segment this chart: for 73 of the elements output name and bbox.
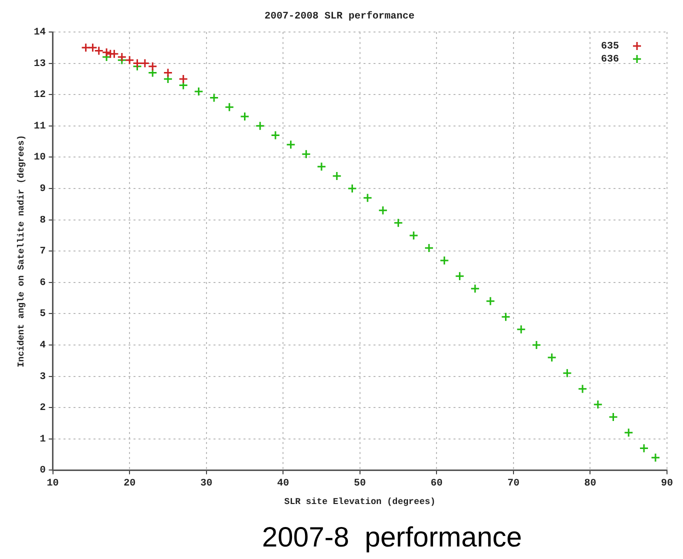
point <box>440 256 450 266</box>
point <box>501 312 511 322</box>
point <box>394 218 404 228</box>
point <box>650 452 660 462</box>
point <box>148 62 158 72</box>
y-tick-label: 7 <box>40 246 46 258</box>
y-tick-label: 5 <box>40 309 46 320</box>
point <box>194 86 204 96</box>
point <box>117 52 127 62</box>
y-tick-label: 3 <box>40 372 46 383</box>
point <box>301 149 311 159</box>
y-axis-title: Incident angle on Satellite nadir (degrees) <box>16 134 27 368</box>
point <box>470 284 480 294</box>
point <box>240 112 250 122</box>
chart-title: 2007-2008 SLR performance <box>264 10 415 23</box>
x-tick-label: 10 <box>46 478 59 490</box>
point <box>178 80 188 90</box>
x-tick-label: 20 <box>124 478 136 490</box>
point <box>424 243 434 253</box>
x-tick-label: 90 <box>660 478 674 490</box>
x-tick-label: 30 <box>200 478 212 490</box>
point <box>316 162 326 172</box>
point <box>486 296 496 306</box>
point <box>639 444 649 454</box>
point <box>547 352 557 362</box>
y-tick-label: 13 <box>34 58 46 70</box>
y-tick-label: 8 <box>40 215 46 226</box>
legend-label: 636 <box>600 54 619 66</box>
point <box>209 92 219 102</box>
point <box>347 184 357 194</box>
y-tick-label: 2 <box>40 403 46 414</box>
point <box>124 55 134 65</box>
y-tick-label: 6 <box>40 278 46 289</box>
point <box>608 412 618 422</box>
point <box>454 271 464 281</box>
point <box>148 68 158 78</box>
point <box>102 48 112 58</box>
point <box>140 58 150 68</box>
point <box>332 171 342 181</box>
y-tick-label: 12 <box>34 90 46 102</box>
y-tick-label: 14 <box>34 28 46 39</box>
text: 2007-8 performance <box>262 522 522 553</box>
point <box>224 102 234 112</box>
point <box>578 384 588 394</box>
y-tick-label: 11 <box>34 121 46 132</box>
point <box>163 74 173 84</box>
point <box>516 324 526 334</box>
y-tick-label: 0 <box>40 466 46 477</box>
x-tick-label: 50 <box>354 478 366 490</box>
x-tick-label: 40 <box>277 478 290 490</box>
point <box>270 130 280 140</box>
point <box>532 340 542 350</box>
point <box>378 206 388 216</box>
point <box>286 140 296 150</box>
point <box>255 121 265 131</box>
y-tick-label: 10 <box>34 152 46 164</box>
x-tick-label: 60 <box>430 478 443 490</box>
x-tick-label: 70 <box>507 478 520 490</box>
point <box>408 230 418 240</box>
y-tick-label: 1 <box>40 434 46 446</box>
point <box>132 58 142 68</box>
x-tick-label: 80 <box>584 478 596 490</box>
point <box>562 368 572 378</box>
y-tick-label: 4 <box>40 340 46 352</box>
point <box>163 68 173 78</box>
x-axis-title: SLR site Elevation (degrees) <box>284 496 436 507</box>
point <box>362 193 372 203</box>
point <box>593 400 603 410</box>
point <box>81 42 91 52</box>
point <box>624 428 634 438</box>
legend-label: 635 <box>600 42 619 53</box>
y-tick-label: 9 <box>40 184 46 196</box>
point <box>178 74 188 84</box>
